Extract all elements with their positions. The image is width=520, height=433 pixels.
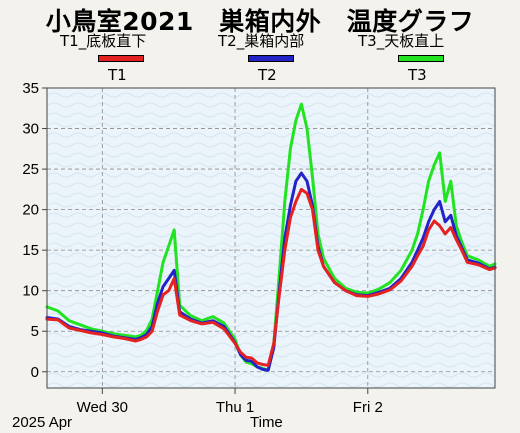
x-axis: Wed 30 Thu 1 Fri 2: [77, 388, 383, 416]
y-axis: 0 5 10 15 20 25 30 35: [22, 80, 47, 381]
legend-label-t3: T3_天板直上: [358, 32, 445, 50]
legend-short-t3: T3: [408, 66, 427, 84]
y-tick-label: 5: [31, 323, 39, 340]
legend-short-t1: T1: [108, 66, 127, 84]
year-month-label: 2025 Apr: [12, 414, 73, 431]
legend-swatch-t2: [248, 55, 294, 62]
x-tick-label: Wed 30: [77, 399, 128, 416]
series-group: [45, 102, 497, 372]
plot-frame: [46, 87, 496, 389]
y-tick-label: 0: [31, 364, 39, 381]
x-tick-label: Fri 2: [353, 399, 383, 416]
legend-label-t2: T2_巣箱内部: [218, 32, 305, 50]
legend-label-t1: T1_底板直下: [60, 32, 147, 50]
series-line-1: [45, 187, 497, 367]
y-tick-label: 10: [22, 283, 39, 300]
x-tick-label: Thu 1: [216, 399, 254, 416]
y-tick-label: 35: [22, 80, 39, 97]
chart-title: 小鳥室2021 巣箱内外 温度グラフ: [45, 7, 475, 36]
legend-swatch-t1: [98, 55, 144, 62]
y-tick-label: 30: [22, 121, 39, 138]
plot-area-texture: [47, 88, 495, 388]
y-tick-label: 25: [22, 161, 39, 178]
x-axis-title: Time: [250, 414, 283, 431]
legend-swatch-t3: [398, 55, 444, 62]
legend-short-t2: T2: [258, 66, 277, 84]
series-line-3: [45, 102, 497, 372]
grid: [47, 88, 495, 388]
y-tick-label: 15: [22, 242, 39, 259]
y-tick-label: 20: [22, 202, 39, 219]
